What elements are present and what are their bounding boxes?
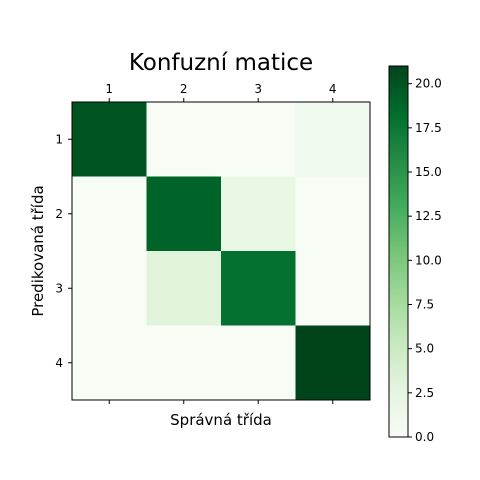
colorbar-tick-label: 10.0 bbox=[415, 253, 442, 267]
heatmap-cell bbox=[221, 102, 296, 177]
heatmap-cell bbox=[146, 176, 222, 252]
x-tick-label: 2 bbox=[180, 82, 188, 96]
colorbar-ticks: 0.0 2.5 5.0 7.5 10.0 12.5 15.0 17.5 20.0 bbox=[408, 77, 442, 444]
heatmap-cell bbox=[146, 251, 222, 326]
heatmap-cell bbox=[295, 251, 371, 326]
colorbar-tick-label: 12.5 bbox=[415, 209, 442, 223]
colorbar-tick-label: 7.5 bbox=[415, 298, 434, 312]
colorbar-tick-label: 0.0 bbox=[415, 430, 434, 444]
heatmap-cell bbox=[72, 176, 147, 252]
heatmap-cells bbox=[72, 102, 371, 401]
heatmap-cell bbox=[72, 325, 147, 401]
colorbar-tick-label: 2.5 bbox=[415, 386, 434, 400]
colorbar-tick-label: 15.0 bbox=[415, 165, 442, 179]
x-tick-label: 3 bbox=[254, 82, 262, 96]
heatmap-cell bbox=[221, 176, 296, 252]
chart-title: Konfuzní matice bbox=[129, 50, 313, 76]
heatmap-cell bbox=[295, 102, 371, 177]
heatmap-cell bbox=[72, 251, 147, 326]
heatmap-cell bbox=[221, 251, 296, 326]
x-tick-label: 1 bbox=[105, 82, 113, 96]
y-tick-label: 2 bbox=[55, 207, 63, 221]
heatmap-cell bbox=[146, 325, 222, 401]
y-tick-label: 4 bbox=[55, 356, 63, 370]
x-axis-ticks: 1 2 3 4 bbox=[105, 82, 337, 404]
colorbar-tick-label: 20.0 bbox=[415, 77, 442, 91]
colorbar bbox=[388, 65, 409, 438]
colorbar-tick-label: 17.5 bbox=[415, 121, 442, 135]
heatmap-cell bbox=[146, 102, 222, 177]
y-axis-label: Predikovaná třída bbox=[29, 185, 47, 316]
heatmap-cell bbox=[295, 176, 371, 252]
y-tick-label: 1 bbox=[55, 132, 63, 146]
x-tick-label: 4 bbox=[329, 82, 337, 96]
heatmap-cell bbox=[295, 325, 371, 401]
y-axis-ticks: 1 2 3 4 bbox=[55, 132, 72, 370]
plot-frame bbox=[71, 101, 371, 401]
heatmap-cell bbox=[72, 102, 147, 177]
x-axis-label: Správná třída bbox=[170, 411, 272, 429]
y-tick-label: 3 bbox=[55, 281, 63, 295]
heatmap-cell bbox=[221, 325, 296, 401]
colorbar-tick-label: 5.0 bbox=[415, 342, 434, 356]
